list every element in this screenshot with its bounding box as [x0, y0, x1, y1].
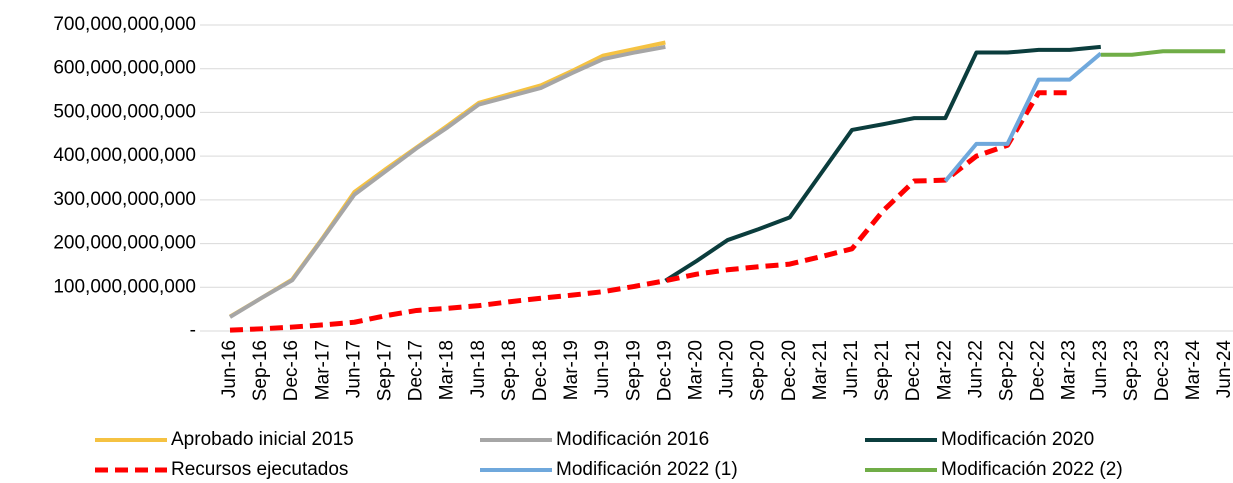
x-tick-label: Jun-17: [343, 340, 364, 398]
y-tick-label: 700,000,000,000: [53, 14, 196, 35]
x-tick-label: Mar-23: [1059, 340, 1080, 400]
series-line: [943, 51, 1103, 183]
x-tick-label: Sep-23: [1121, 340, 1142, 401]
x-tick-label: Jun-23: [1090, 340, 1111, 398]
x-tick-label: Jun-18: [468, 340, 489, 398]
x-tick-label: Dec-19: [654, 340, 675, 401]
x-tick-label: Sep-18: [499, 340, 520, 401]
x-tick-label: Mar-17: [312, 340, 333, 400]
y-tick-label: 300,000,000,000: [53, 189, 196, 210]
x-tick-label: Jun-24: [1214, 340, 1233, 399]
y-tick-label: 200,000,000,000: [53, 233, 196, 254]
x-tick-label: Jun-20: [717, 340, 738, 398]
x-tick-label: Jun-19: [592, 340, 613, 398]
series-line: [228, 44, 666, 319]
legend-label: Modificación 2022 (2): [941, 459, 1123, 480]
y-tick-label: 600,000,000,000: [53, 58, 196, 79]
x-tick-label: Mar-21: [810, 340, 831, 400]
x-tick-label: Dec-18: [530, 340, 551, 401]
x-tick-label: Dec-21: [903, 340, 924, 401]
y-tick-label: -: [190, 320, 196, 341]
legend-label: Aprobado inicial 2015: [171, 429, 354, 450]
legend-label: Modificación 2020: [941, 429, 1094, 450]
x-tick-label: Sep-16: [250, 340, 271, 401]
x-tick-label: Dec-20: [779, 340, 800, 401]
x-tick-label: Dec-23: [1152, 340, 1173, 401]
legend-label: Recursos ejecutados: [171, 459, 348, 480]
x-tick-label: Dec-22: [1028, 340, 1049, 401]
series-line: [1100, 49, 1226, 57]
legend-label: Modificación 2022 (1): [556, 459, 738, 480]
x-tick-label: Dec-17: [406, 340, 427, 401]
series-line: [229, 90, 1070, 333]
legend-label: Modificación 2016: [556, 429, 709, 450]
x-tick-label: Jun-16: [219, 340, 240, 398]
y-tick-label: 100,000,000,000: [53, 276, 196, 297]
x-tick-label: Mar-20: [686, 340, 707, 400]
x-tick-label: Mar-19: [561, 340, 582, 400]
x-tick-label: Dec-16: [281, 340, 302, 401]
x-tick-label: Sep-19: [623, 340, 644, 401]
y-tick-label: 500,000,000,000: [53, 101, 196, 122]
series-line: [664, 44, 1101, 283]
x-tick-label: Jun-21: [841, 340, 862, 398]
x-tick-label: Sep-20: [748, 340, 769, 401]
x-tick-label: Mar-22: [934, 340, 955, 400]
x-tick-label: Sep-17: [375, 340, 396, 401]
x-tick-label: Mar-24: [1183, 340, 1204, 401]
x-tick-label: Sep-21: [872, 340, 893, 401]
x-tick-label: Jun-22: [965, 340, 986, 398]
x-tick-label: Mar-18: [437, 340, 458, 400]
y-tick-label: 400,000,000,000: [53, 145, 196, 166]
x-tick-label: Sep-22: [997, 340, 1018, 401]
